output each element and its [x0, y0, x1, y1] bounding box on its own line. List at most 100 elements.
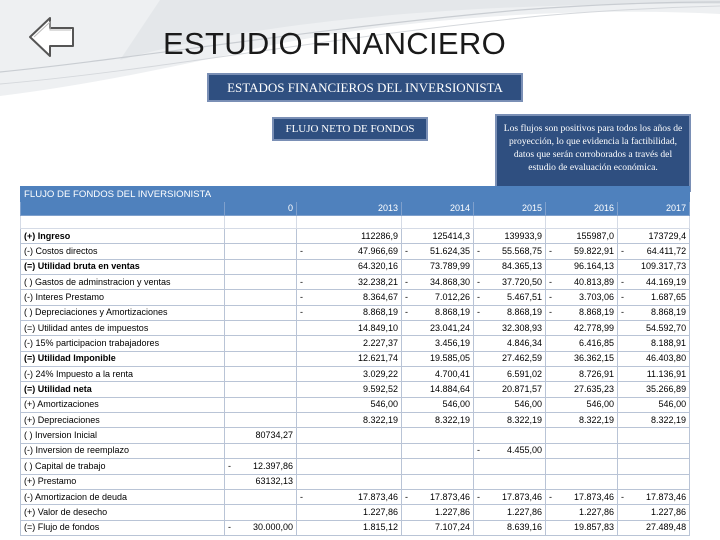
value-cell: 7.012,26 [401, 289, 474, 306]
value-cell: 4.700,41 [401, 366, 474, 383]
value-cell: 125414,3 [401, 227, 474, 245]
value-cell: 80734,27 [224, 427, 297, 444]
spacer-cell [296, 215, 402, 229]
year-header: 2014 [401, 201, 474, 216]
row-label: (=) Utilidad neta [20, 381, 225, 398]
value-cell [296, 427, 402, 444]
spacer-cell [473, 215, 546, 229]
value-cell: 51.624,35 [401, 243, 474, 260]
row-label: (-) Inversion de reemplazo [20, 442, 225, 460]
value-cell: 17.873,46 [473, 488, 546, 506]
value-cell: 1.687,65 [616, 289, 691, 306]
value-cell: 8.322,19 [616, 412, 691, 429]
table-row: (=) Utilidad neta 9.592,52 14.884,64 20.871… [20, 381, 691, 398]
value-cell: 6.416,85 [545, 335, 618, 352]
table-row: ( ) Gastos de adminstracion y ventas 32.2… [20, 274, 691, 291]
table-row: (=) Flujo de fondos30.000,001.815,127.10… [20, 519, 691, 536]
year-header: 2017 [616, 201, 691, 216]
value-cell: 8.188,91 [616, 335, 691, 352]
value-cell: 1.227,86 [473, 504, 546, 521]
value-cell: 8.868,19 [296, 304, 402, 322]
value-cell: 27.635,23 [545, 381, 618, 398]
row-label: ( ) Gastos de adminstracion y ventas [20, 274, 225, 291]
value-cell: 20.871,57 [473, 381, 546, 398]
value-cell [224, 366, 297, 383]
row-label: ( ) Depreciaciones y Amortizaciones [20, 304, 225, 322]
table-row: (-) 24% Impuesto a la renta 3.029,22 4.700… [20, 366, 691, 383]
value-cell: 173729,4 [616, 227, 691, 245]
row-label: (+) Amortizaciones [20, 396, 225, 414]
value-cell [545, 473, 618, 490]
value-cell: 155987,0 [545, 227, 618, 245]
value-cell: 7.107,24 [401, 519, 474, 536]
value-cell [401, 458, 474, 475]
value-cell: 14.884,64 [401, 381, 474, 398]
value-cell [616, 458, 691, 475]
value-cell: 8.322,19 [401, 412, 474, 429]
value-cell: 139933,9 [473, 227, 546, 245]
value-cell: 546,00 [545, 396, 618, 414]
value-cell: 12.621,74 [296, 350, 402, 368]
value-cell [224, 258, 297, 276]
section-banner: ESTADOS FINANCIEROS DEL INVERSIONISTA [207, 73, 523, 102]
spacer-cell [20, 215, 225, 229]
spacer-cell [545, 215, 618, 229]
value-cell: 17.873,46 [401, 488, 474, 506]
spacer-cell [224, 215, 297, 229]
value-cell: 8.726,91 [545, 366, 618, 383]
value-cell: 36.362,15 [545, 350, 618, 368]
value-cell: 3.029,22 [296, 366, 402, 383]
year-header-row: 0 2013 2014 2015 2016 2017 [20, 201, 691, 216]
value-cell: 8.322,19 [473, 412, 546, 429]
value-cell: 42.778,99 [545, 320, 618, 337]
value-cell [224, 350, 297, 368]
value-cell: 8.364,67 [296, 289, 402, 306]
value-cell [224, 274, 297, 291]
value-cell: 27.489,48 [616, 519, 691, 536]
row-label: (+) Ingreso [20, 227, 225, 245]
row-label: (-) 24% Impuesto a la renta [20, 366, 225, 383]
value-cell: 27.462,59 [473, 350, 546, 368]
value-cell: 19.585,05 [401, 350, 474, 368]
value-cell: 34.868,30 [401, 274, 474, 291]
value-cell: 109.317,73 [616, 258, 691, 276]
table-row: (+) Depreciaciones 8.322,19 8.322,19 8.322,… [20, 412, 691, 429]
row-label: (=) Utilidad bruta en ventas [20, 258, 225, 276]
table-row: (=) Utilidad Imponible 12.621,74 19.585,05… [20, 350, 691, 368]
value-cell [224, 488, 297, 506]
value-cell: 63132,13 [224, 473, 297, 490]
value-cell: 546,00 [296, 396, 402, 414]
value-cell: 3.703,06 [545, 289, 618, 306]
cash-flow-label: FLUJO NETO DE FONDOS [272, 117, 428, 141]
table-row: (-) 15% participacion trabajadores 2.227,… [20, 335, 691, 352]
value-cell: 546,00 [473, 396, 546, 414]
value-cell: 5.467,51 [473, 289, 546, 306]
value-cell: 8.322,19 [296, 412, 402, 429]
row-label: (-) Costos directos [20, 243, 225, 260]
value-cell: 12.397,86 [224, 458, 297, 475]
value-cell: 1.227,86 [296, 504, 402, 521]
value-cell [401, 442, 474, 460]
back-button[interactable] [28, 16, 76, 58]
value-cell: 55.568,75 [473, 243, 546, 260]
value-cell: 8.322,19 [545, 412, 618, 429]
table-spacer-row [20, 215, 691, 229]
value-cell: 1.815,12 [296, 519, 402, 536]
value-cell [545, 442, 618, 460]
value-cell [224, 504, 297, 521]
year-header: 2015 [473, 201, 546, 216]
value-cell [473, 458, 546, 475]
value-cell [545, 427, 618, 444]
value-cell [224, 396, 297, 414]
value-cell: 17.873,46 [616, 488, 691, 506]
table-title: FLUJO DE FONDOS DEL INVERSIONISTA [19, 186, 691, 202]
value-cell [224, 412, 297, 429]
value-cell [616, 427, 691, 444]
value-cell: 6.591,02 [473, 366, 546, 383]
value-cell [224, 289, 297, 306]
cash-flow-table: FLUJO DE FONDOS DEL INVERSIONISTA 0 2013 2… [19, 186, 691, 536]
table-row: (+) Valor de desecho 1.227,86 1.227,86 1.22… [20, 504, 691, 521]
value-cell: 84.365,13 [473, 258, 546, 276]
table-row: (-) Inversion de reemplazo 4.455,00 [20, 442, 691, 460]
value-cell: 35.266,89 [616, 381, 691, 398]
